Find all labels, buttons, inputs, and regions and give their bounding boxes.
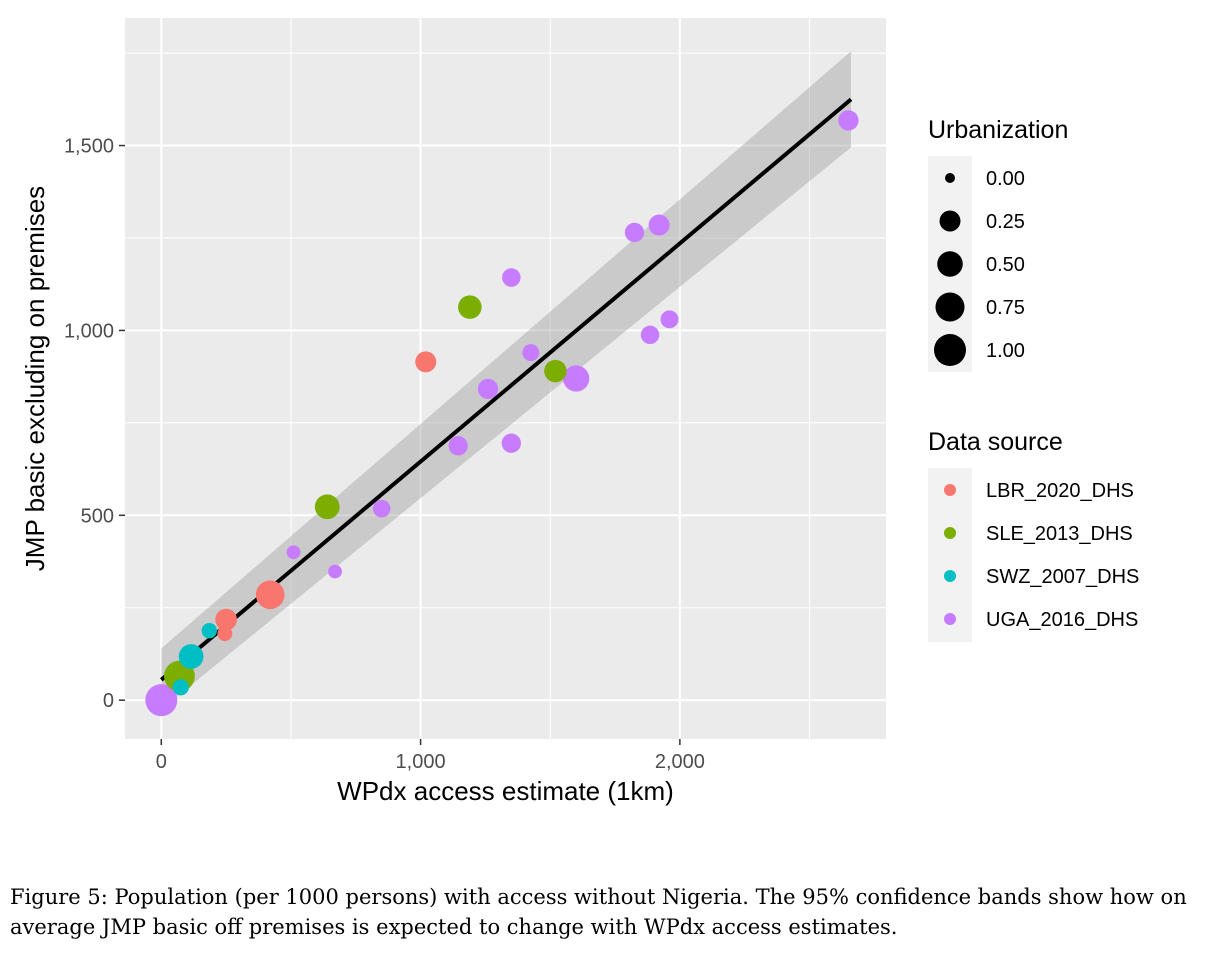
points-layer [145,110,859,717]
data-point [660,310,679,329]
data-point [458,295,482,319]
data-point [522,344,540,362]
data-point [624,222,645,243]
color-legend: Data source LBR_2020_DHS SLE_2013_DHS SWZ_… [928,428,1139,642]
size-legend-key [934,334,966,366]
data-point [215,608,237,631]
color-legend-key [944,484,956,496]
data-point [328,564,342,579]
data-point [648,214,670,236]
x-axis-title: WPdx access estimate (1km) [337,776,674,806]
size-legend-label: 1.00 [986,340,1025,362]
data-point [640,325,660,345]
axes: 0 1,000 2,000 0 500 1,000 1,500 [64,136,705,773]
y-tick-label: 1,500 [64,136,114,158]
size-legend-title: Urbanization [928,116,1068,144]
color-legend-key [944,527,956,539]
plot-panel [125,18,886,739]
data-point [448,436,468,456]
color-legend-key [944,570,956,582]
x-tick-label: 0 [156,751,167,773]
size-legend-key [937,251,963,277]
y-axis-title: JMP basic excluding on premises [20,186,50,571]
data-point [178,644,204,669]
grid-major [125,18,886,739]
data-point [502,268,521,287]
data-point [501,433,522,453]
size-legend-key [935,292,965,322]
data-point [544,359,567,383]
size-legend-label: 0.50 [986,254,1025,276]
y-tick-label: 500 [81,505,114,527]
data-point [201,622,217,639]
size-legend-label: 0.00 [986,168,1025,190]
size-legend-key [945,173,955,183]
color-legend-label: SLE_2013_DHS [986,523,1133,545]
color-legend-label: UGA_2016_DHS [986,609,1138,631]
data-point [372,499,391,518]
data-point [838,110,859,131]
data-point [255,580,285,610]
x-tick-label: 2,000 [655,751,705,773]
size-legend-label: 0.75 [986,297,1025,319]
x-tick-label: 1,000 [396,751,446,773]
color-legend-title: Data source [928,428,1063,456]
color-legend-label: LBR_2020_DHS [986,480,1134,502]
size-legend-key [939,210,961,232]
color-legend-label: SWZ_2007_DHS [986,566,1139,588]
data-point [286,545,301,560]
scatter-chart: 0 1,000 2,000 0 500 1,000 1,500 WPdx access es… [20,18,1139,806]
size-legend-label: 0.25 [986,211,1025,233]
y-tick-label: 1,000 [64,320,114,342]
data-point [145,684,178,717]
size-legend: Urbanization 0.00 0.25 0.50 0.75 1.00 [928,116,1068,372]
figure-caption: Figure 5: Population (per 1000 persons) … [10,885,1187,939]
data-point [172,679,189,696]
data-point [477,378,499,400]
data-point [562,365,590,392]
data-point [217,626,233,642]
data-point [415,351,437,373]
data-point [314,494,340,520]
y-tick-label: 0 [103,690,114,712]
color-legend-key [944,613,956,625]
confidence-band [161,51,851,710]
